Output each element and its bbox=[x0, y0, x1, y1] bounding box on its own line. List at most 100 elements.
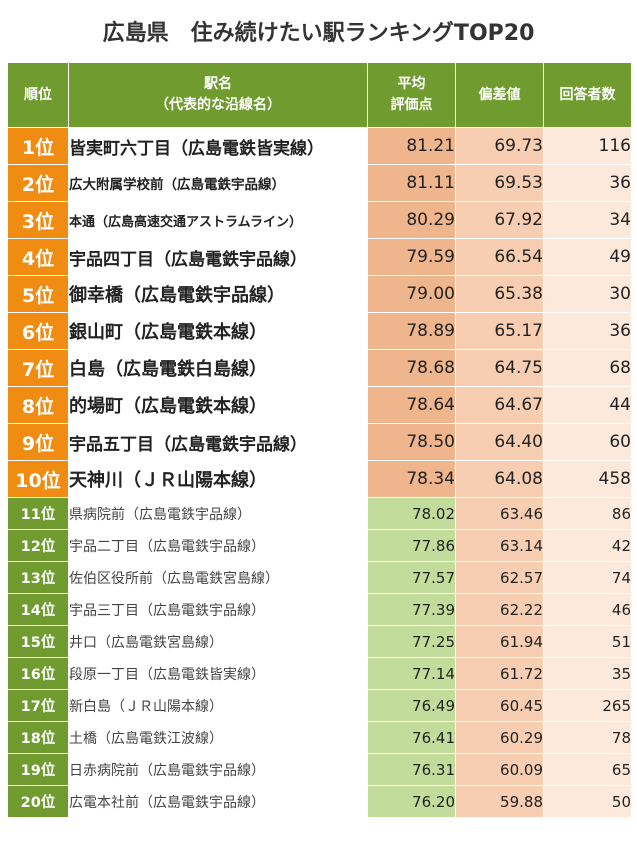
station-cell: 宇品五丁目（広島電鉄宇品線） bbox=[68, 423, 368, 461]
station-cell: 段原一丁目（広島電鉄皆実線） bbox=[68, 657, 368, 690]
header-avg: 平均 評価点 bbox=[367, 62, 456, 128]
deviation-cell: 63.14 bbox=[455, 529, 544, 562]
respondents-cell: 265 bbox=[543, 689, 632, 722]
station-cell: 宇品三丁目（広島電鉄宇品線） bbox=[68, 593, 368, 626]
table-row: 17位 新白島（ＪＲ山陽本線） 76.49 60.45 265 bbox=[7, 689, 632, 722]
respondents-cell: 35 bbox=[543, 657, 632, 690]
average-score-cell: 76.49 bbox=[367, 689, 456, 722]
average-score-cell: 78.50 bbox=[367, 423, 456, 461]
respondents-cell: 50 bbox=[543, 785, 632, 818]
table-row: 1位 皆実町六丁目（広島電鉄皆実線） 81.21 69.73 116 bbox=[7, 127, 632, 165]
table-row: 16位 段原一丁目（広島電鉄皆実線） 77.14 61.72 35 bbox=[7, 657, 632, 690]
rank-cell: 11位 bbox=[7, 497, 69, 530]
average-score-cell: 77.57 bbox=[367, 561, 456, 594]
rank-cell: 7位 bbox=[7, 349, 69, 387]
average-score-cell: 76.41 bbox=[367, 721, 456, 754]
average-score-cell: 77.14 bbox=[367, 657, 456, 690]
station-cell: 宇品二丁目（広島電鉄宇品線） bbox=[68, 529, 368, 562]
rank-cell: 6位 bbox=[7, 312, 69, 350]
table-row: 7位 白島（広島電鉄白島線） 78.68 64.75 68 bbox=[7, 349, 632, 387]
rank-cell: 12位 bbox=[7, 529, 69, 562]
rank-cell: 13位 bbox=[7, 561, 69, 594]
average-score-cell: 77.39 bbox=[367, 593, 456, 626]
station-cell: 県病院前（広島電鉄宇品線） bbox=[68, 497, 368, 530]
table-row: 8位 的場町（広島電鉄本線） 78.64 64.67 44 bbox=[7, 386, 632, 424]
table-row: 11位 県病院前（広島電鉄宇品線） 78.02 63.46 86 bbox=[7, 497, 632, 530]
deviation-cell: 59.88 bbox=[455, 785, 544, 818]
respondents-cell: 60 bbox=[543, 423, 632, 461]
header-avg-line1: 平均 bbox=[397, 76, 426, 92]
deviation-cell: 62.57 bbox=[455, 561, 544, 594]
rank-cell: 17位 bbox=[7, 689, 69, 722]
average-score-cell: 76.20 bbox=[367, 785, 456, 818]
deviation-cell: 66.54 bbox=[455, 238, 544, 276]
table-row: 18位 土橋（広島電鉄江波線） 76.41 60.29 78 bbox=[7, 721, 632, 754]
deviation-cell: 65.38 bbox=[455, 275, 544, 313]
station-cell: 佐伯区役所前（広島電鉄宮島線） bbox=[68, 561, 368, 594]
respondents-cell: 36 bbox=[543, 312, 632, 350]
respondents-cell: 36 bbox=[543, 164, 632, 202]
station-cell: 本通（広島高速交通アストラムライン） bbox=[68, 201, 368, 239]
respondents-cell: 44 bbox=[543, 386, 632, 424]
respondents-cell: 74 bbox=[543, 561, 632, 594]
average-score-cell: 78.68 bbox=[367, 349, 456, 387]
average-score-cell: 81.21 bbox=[367, 127, 456, 165]
deviation-cell: 62.22 bbox=[455, 593, 544, 626]
table-row: 9位 宇品五丁目（広島電鉄宇品線） 78.50 64.40 60 bbox=[7, 423, 632, 461]
deviation-cell: 63.46 bbox=[455, 497, 544, 530]
header-row: 順位 駅名 （代表的な沿線名） 平均 評価点 偏差値 回答者数 bbox=[7, 62, 632, 128]
table-row: 10位 天神川（ＪＲ山陽本線） 78.34 64.08 458 bbox=[7, 460, 632, 498]
respondents-cell: 78 bbox=[543, 721, 632, 754]
rank-cell: 20位 bbox=[7, 785, 69, 818]
station-cell: 井口（広島電鉄宮島線） bbox=[68, 625, 368, 658]
average-score-cell: 81.11 bbox=[367, 164, 456, 202]
deviation-cell: 64.40 bbox=[455, 423, 544, 461]
respondents-cell: 68 bbox=[543, 349, 632, 387]
respondents-cell: 30 bbox=[543, 275, 632, 313]
station-cell: 御幸橋（広島電鉄宇品線） bbox=[68, 275, 368, 313]
average-score-cell: 80.29 bbox=[367, 201, 456, 239]
header-avg-line2: 評価点 bbox=[390, 97, 433, 113]
header-rank: 順位 bbox=[7, 62, 69, 128]
average-score-cell: 77.25 bbox=[367, 625, 456, 658]
deviation-cell: 67.92 bbox=[455, 201, 544, 239]
station-cell: 広大附属学校前（広島電鉄宇品線） bbox=[68, 164, 368, 202]
rank-cell: 1位 bbox=[7, 127, 69, 165]
table-row: 5位 御幸橋（広島電鉄宇品線） 79.00 65.38 30 bbox=[7, 275, 632, 313]
rank-cell: 4位 bbox=[7, 238, 69, 276]
header-deviation: 偏差値 bbox=[455, 62, 544, 128]
average-score-cell: 79.59 bbox=[367, 238, 456, 276]
station-cell: 広電本社前（広島電鉄宇品線） bbox=[68, 785, 368, 818]
deviation-cell: 69.73 bbox=[455, 127, 544, 165]
deviation-cell: 64.75 bbox=[455, 349, 544, 387]
respondents-cell: 51 bbox=[543, 625, 632, 658]
table-row: 20位 広電本社前（広島電鉄宇品線） 76.20 59.88 50 bbox=[7, 785, 632, 818]
deviation-cell: 65.17 bbox=[455, 312, 544, 350]
deviation-cell: 64.08 bbox=[455, 460, 544, 498]
deviation-cell: 61.72 bbox=[455, 657, 544, 690]
respondents-cell: 458 bbox=[543, 460, 632, 498]
page-title: 広島県 住み続けたい駅ランキングTOP20 bbox=[102, 21, 535, 46]
respondents-cell: 42 bbox=[543, 529, 632, 562]
station-cell: 白島（広島電鉄白島線） bbox=[68, 349, 368, 387]
rank-cell: 19位 bbox=[7, 753, 69, 786]
table-row: 14位 宇品三丁目（広島電鉄宇品線） 77.39 62.22 46 bbox=[7, 593, 632, 626]
header-station-subtitle: （代表的な沿線名） bbox=[155, 97, 281, 113]
average-score-cell: 78.89 bbox=[367, 312, 456, 350]
rank-cell: 14位 bbox=[7, 593, 69, 626]
average-score-cell: 78.64 bbox=[367, 386, 456, 424]
respondents-cell: 46 bbox=[543, 593, 632, 626]
average-score-cell: 77.86 bbox=[367, 529, 456, 562]
rank-cell: 18位 bbox=[7, 721, 69, 754]
station-cell: 土橋（広島電鉄江波線） bbox=[68, 721, 368, 754]
table-row: 4位 宇品四丁目（広島電鉄宇品線） 79.59 66.54 49 bbox=[7, 238, 632, 276]
rank-cell: 10位 bbox=[7, 460, 69, 498]
rank-cell: 3位 bbox=[7, 201, 69, 239]
deviation-cell: 64.67 bbox=[455, 386, 544, 424]
table-row: 2位 広大附属学校前（広島電鉄宇品線） 81.11 69.53 36 bbox=[7, 164, 632, 202]
average-score-cell: 79.00 bbox=[367, 275, 456, 313]
rank-cell: 16位 bbox=[7, 657, 69, 690]
deviation-cell: 69.53 bbox=[455, 164, 544, 202]
ranking-table: 順位 駅名 （代表的な沿線名） 平均 評価点 偏差値 回答者数 1位 皆実町六丁… bbox=[7, 62, 632, 818]
rank-cell: 2位 bbox=[7, 164, 69, 202]
